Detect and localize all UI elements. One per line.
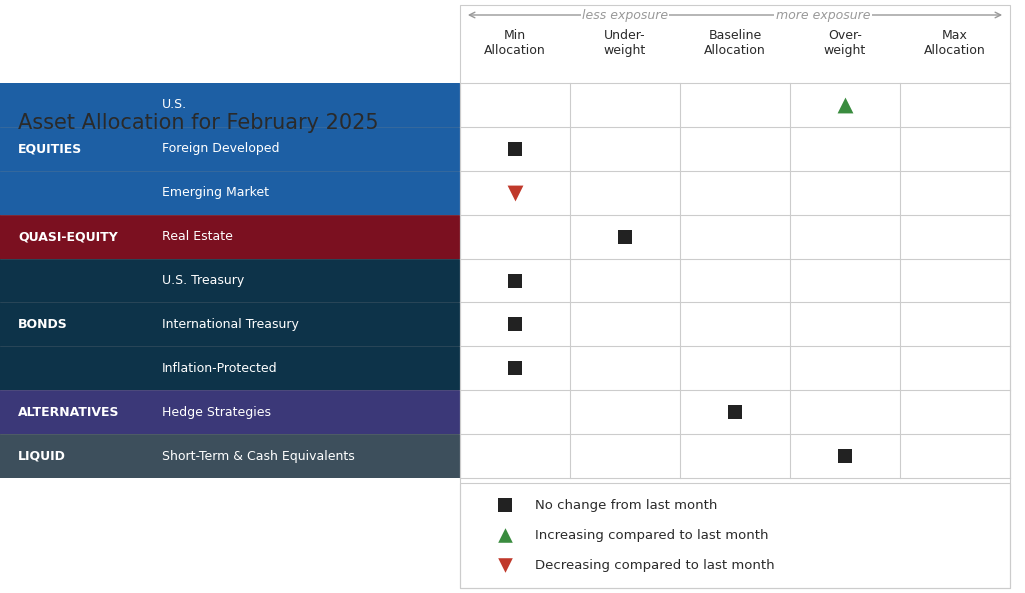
Text: QUASI-EQUITY: QUASI-EQUITY bbox=[18, 230, 118, 243]
Text: No change from last month: No change from last month bbox=[535, 499, 718, 512]
Text: Foreign Developed: Foreign Developed bbox=[162, 142, 280, 155]
Point bbox=[497, 530, 514, 540]
Text: Under-
weight: Under- weight bbox=[604, 29, 646, 57]
Bar bbox=[460, 5, 1010, 588]
Point bbox=[506, 188, 523, 197]
Point bbox=[506, 320, 523, 329]
Text: Over-
weight: Over- weight bbox=[824, 29, 866, 57]
Text: Short-Term & Cash Equivalents: Short-Term & Cash Equivalents bbox=[162, 449, 355, 463]
Bar bbox=[460, 483, 1010, 588]
Point bbox=[836, 451, 853, 461]
Bar bbox=[0, 390, 460, 434]
Point bbox=[497, 500, 514, 510]
Text: Inflation-Protected: Inflation-Protected bbox=[162, 362, 278, 375]
Text: U.S. Treasury: U.S. Treasury bbox=[162, 274, 244, 287]
Text: BONDS: BONDS bbox=[18, 318, 68, 331]
Text: LIQUID: LIQUID bbox=[18, 449, 66, 463]
Text: Increasing compared to last month: Increasing compared to last month bbox=[535, 528, 769, 541]
Point bbox=[506, 364, 523, 373]
Text: International Treasury: International Treasury bbox=[162, 318, 299, 331]
Text: less exposure: less exposure bbox=[582, 8, 668, 21]
Text: Emerging Market: Emerging Market bbox=[162, 186, 269, 199]
Bar bbox=[0, 259, 460, 302]
Text: EQUITIES: EQUITIES bbox=[18, 142, 82, 155]
Point bbox=[506, 144, 523, 154]
Text: U.S.: U.S. bbox=[162, 98, 188, 111]
Bar bbox=[0, 171, 460, 215]
Text: Real Estate: Real Estate bbox=[162, 230, 233, 243]
Text: Hedge Strategies: Hedge Strategies bbox=[162, 406, 271, 419]
Text: Decreasing compared to last month: Decreasing compared to last month bbox=[535, 559, 775, 572]
Text: Asset Allocation for February 2025: Asset Allocation for February 2025 bbox=[18, 113, 378, 133]
Bar bbox=[0, 302, 460, 346]
Text: more exposure: more exposure bbox=[776, 8, 870, 21]
Bar bbox=[0, 346, 460, 390]
Bar bbox=[0, 127, 460, 171]
Text: Min
Allocation: Min Allocation bbox=[484, 29, 546, 57]
Point bbox=[506, 276, 523, 285]
Text: Max
Allocation: Max Allocation bbox=[925, 29, 986, 57]
Bar bbox=[0, 215, 460, 259]
Point bbox=[836, 100, 853, 110]
Bar bbox=[0, 83, 460, 127]
Bar bbox=[0, 434, 460, 478]
Bar bbox=[460, 83, 1010, 478]
Point bbox=[727, 407, 743, 417]
Point bbox=[617, 232, 633, 241]
Text: Baseline
Allocation: Baseline Allocation bbox=[704, 29, 766, 57]
Text: ALTERNATIVES: ALTERNATIVES bbox=[18, 406, 120, 419]
Point bbox=[497, 560, 514, 570]
